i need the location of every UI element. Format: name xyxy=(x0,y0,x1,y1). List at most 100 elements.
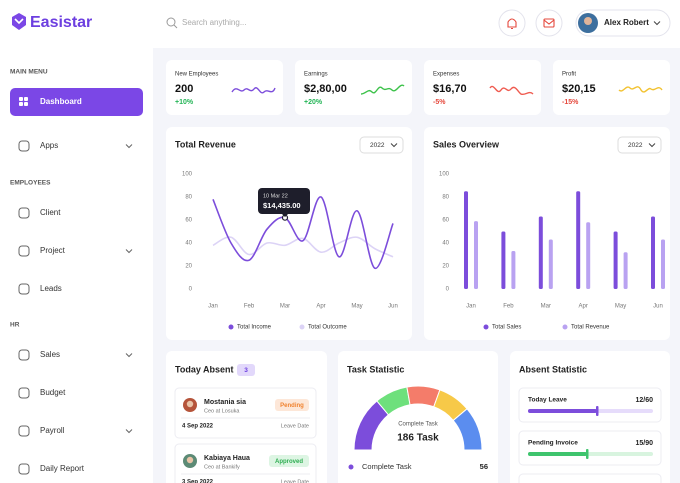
progress-knob xyxy=(596,406,599,416)
menu-icon xyxy=(18,387,30,399)
stat-card xyxy=(295,60,412,115)
year-filter[interactable] xyxy=(617,136,662,154)
sidebar xyxy=(0,0,153,483)
chevron xyxy=(125,353,133,358)
year-filter-label[interactable]: 2022 xyxy=(370,142,385,149)
stat-card xyxy=(166,60,283,115)
bar xyxy=(613,231,618,289)
legend-label: Total Revenue xyxy=(571,325,610,331)
avatar-face xyxy=(584,17,592,25)
card-title: Sales Overview xyxy=(433,139,500,149)
tooltip-arrow xyxy=(282,214,288,217)
line-series xyxy=(212,236,394,258)
x-tick-label: Feb xyxy=(503,304,514,310)
y-tick-label: 80 xyxy=(442,195,449,201)
stat-value: $16,70 xyxy=(433,83,467,95)
bar xyxy=(661,239,665,289)
menu-item[interactable]: Daily Report xyxy=(40,464,85,473)
gauge-value: 186 Task xyxy=(397,433,439,444)
chevron xyxy=(125,144,133,149)
leave-date-label: Leave Date xyxy=(281,479,309,483)
y-tick-label: 20 xyxy=(185,264,192,270)
menu-item[interactable]: Sales xyxy=(40,350,60,359)
menu-icon xyxy=(18,207,30,219)
menu-item[interactable]: Dashboard xyxy=(40,97,82,106)
x-tick-label: Jun xyxy=(388,304,398,310)
y-tick-label: 100 xyxy=(182,172,193,178)
menu-item[interactable]: Apps xyxy=(40,141,58,150)
menu-item[interactable]: Project xyxy=(40,246,66,255)
bar xyxy=(576,191,581,289)
line-series xyxy=(212,196,394,270)
stat-value: $2,80,00 xyxy=(304,83,347,95)
row-value: 56 xyxy=(480,462,488,471)
bell-icon xyxy=(507,18,517,30)
section-title: MAIN MENU xyxy=(10,69,48,76)
tooltip xyxy=(258,188,310,214)
employee-role: Ceo at Bankify xyxy=(204,464,240,470)
tooltip-value: $14,435.00 xyxy=(263,201,301,210)
menu-item[interactable]: Leads xyxy=(40,284,62,293)
stat-label: Earnings xyxy=(304,72,328,78)
search-icon-handle xyxy=(173,24,178,29)
card xyxy=(166,127,412,340)
menu-item[interactable]: Payroll xyxy=(40,426,65,435)
legend-label: Total Sales xyxy=(492,325,521,331)
year-filter[interactable] xyxy=(359,136,404,154)
search-icon xyxy=(166,17,176,27)
stat-item xyxy=(518,430,662,466)
mail-button[interactable] xyxy=(535,9,563,37)
progress-knob xyxy=(586,449,589,459)
legend-label: Total Outcome xyxy=(308,325,347,331)
menu-icon xyxy=(19,97,23,101)
sparkline xyxy=(231,87,276,94)
legend-swatch xyxy=(228,324,234,330)
sparkline xyxy=(618,86,663,93)
stat-item-value: 12/60 xyxy=(635,397,653,404)
active-item[interactable] xyxy=(10,88,143,116)
mail-icon-flap xyxy=(543,19,555,25)
menu-item[interactable]: Client xyxy=(40,208,61,217)
menu-icon xyxy=(24,97,28,101)
card xyxy=(424,127,670,340)
sparkline xyxy=(360,84,405,95)
stat-label: New Employees xyxy=(175,72,218,78)
stat-change: +20% xyxy=(304,99,323,106)
menu-icon xyxy=(18,425,30,437)
gauge-segment xyxy=(452,408,483,451)
stat-item-label: Today Leave xyxy=(528,397,567,404)
legend-swatch xyxy=(483,324,489,330)
logo-mark xyxy=(14,18,24,25)
mail-icon xyxy=(543,18,555,28)
x-tick-label: Jun xyxy=(653,304,663,310)
y-tick-label: 60 xyxy=(185,218,192,224)
menu-item[interactable]: Budget xyxy=(40,388,66,397)
stat-item-label: Pending Invoice xyxy=(528,440,578,447)
leave-date: 3 Sep 2022 xyxy=(182,480,214,483)
bar xyxy=(474,221,478,289)
notification-button[interactable] xyxy=(498,9,526,37)
logo-icon xyxy=(12,13,26,30)
card-title: Task Statistic xyxy=(347,364,404,374)
chevron xyxy=(125,249,133,254)
row-label: Complete Task xyxy=(362,462,412,471)
stat-item-value: 15/90 xyxy=(635,440,653,447)
menu-icon xyxy=(18,349,30,361)
stat-item xyxy=(518,473,662,483)
chevron xyxy=(390,143,398,148)
tooltip-date: 10 Mar 22 xyxy=(263,193,288,199)
stat-change: -5% xyxy=(433,99,446,106)
search-placeholder[interactable]: Search anything... xyxy=(182,18,246,27)
stat-label: Expenses xyxy=(433,72,459,78)
user-name: Alex Robert xyxy=(604,18,649,27)
x-tick-label: May xyxy=(351,304,362,310)
y-tick-label: 20 xyxy=(442,264,449,270)
card-title: Absent Statistic xyxy=(519,364,587,374)
profile-pill[interactable] xyxy=(575,9,671,37)
card-title: Total Revenue xyxy=(175,139,236,149)
year-filter-label[interactable]: 2022 xyxy=(628,142,643,149)
avatar-face xyxy=(186,456,194,464)
progress-fill xyxy=(528,409,597,413)
bar xyxy=(623,252,628,289)
